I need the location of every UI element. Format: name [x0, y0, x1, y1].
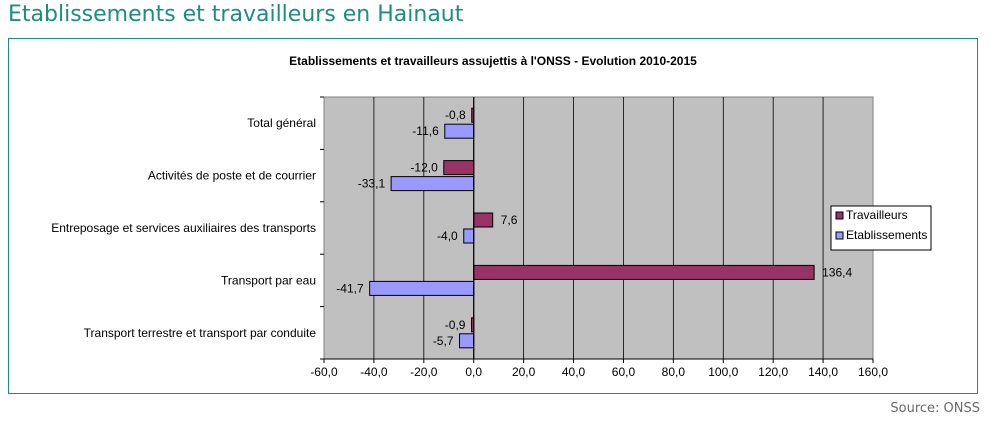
data-label: 7,6 [501, 213, 518, 227]
x-tick-label: -20,0 [410, 365, 438, 379]
x-tick-label: -60,0 [310, 365, 338, 379]
legend-label: Travailleurs [846, 208, 908, 222]
data-label: -5,7 [433, 334, 454, 348]
plot-area [323, 96, 874, 360]
data-label: -0,8 [445, 108, 466, 122]
data-label: -11,6 [412, 124, 439, 138]
chart-frame: Etablissements et travailleurs assujetti… [8, 38, 978, 394]
x-tick-label: 0,0 [465, 365, 482, 379]
x-tick-label: 120,0 [758, 365, 788, 379]
data-label: 136,4 [822, 265, 852, 279]
x-tick-label: 60,0 [612, 365, 636, 379]
legend-swatch [835, 231, 844, 240]
etablissements-bar [459, 333, 475, 349]
travailleurs-bar [443, 160, 475, 176]
source-note: Source: ONSS [890, 401, 980, 416]
data-label: -4,0 [437, 229, 458, 243]
data-label: -12,0 [410, 161, 438, 175]
travailleurs-bar [473, 264, 815, 280]
legend-label: Etablissements [846, 228, 927, 242]
travailleurs-bar [473, 212, 494, 228]
etablissements-bar [390, 176, 475, 192]
x-tick-label: 80,0 [662, 365, 686, 379]
data-label: -41,7 [336, 281, 364, 295]
x-tick-label: 140,0 [808, 365, 838, 379]
legend-swatch [835, 211, 844, 220]
category-label: Transport terrestre et transport par con… [84, 326, 317, 340]
etablissements-bar [444, 123, 475, 139]
bar-chart: -60,0 -40,0 -20,0 0,0 20,0 40,0 60,0 80,0 100,0 1… [51, 96, 932, 379]
etablissements-bar [369, 280, 475, 296]
x-tick-label: 20,0 [512, 365, 536, 379]
x-tick-label: -40,0 [360, 365, 388, 379]
category-label: Transport par eau [221, 273, 316, 287]
data-label: -0,9 [445, 318, 466, 332]
category-label: Activités de poste et de courrier [148, 169, 316, 183]
page-title: Etablissements et travailleurs en Hainau… [8, 2, 464, 27]
data-label: -33,1 [358, 177, 386, 191]
category-label: Entreposage et services auxiliaires des … [51, 221, 316, 235]
legend [830, 205, 932, 251]
chart-title: Etablissements et travailleurs assujetti… [289, 54, 697, 68]
category-label: Total général [247, 116, 316, 130]
x-tick-label: 100,0 [708, 365, 738, 379]
x-tick-label: 160,0 [858, 365, 888, 379]
etablissements-bar [463, 228, 475, 244]
x-tick-label: 40,0 [562, 365, 586, 379]
